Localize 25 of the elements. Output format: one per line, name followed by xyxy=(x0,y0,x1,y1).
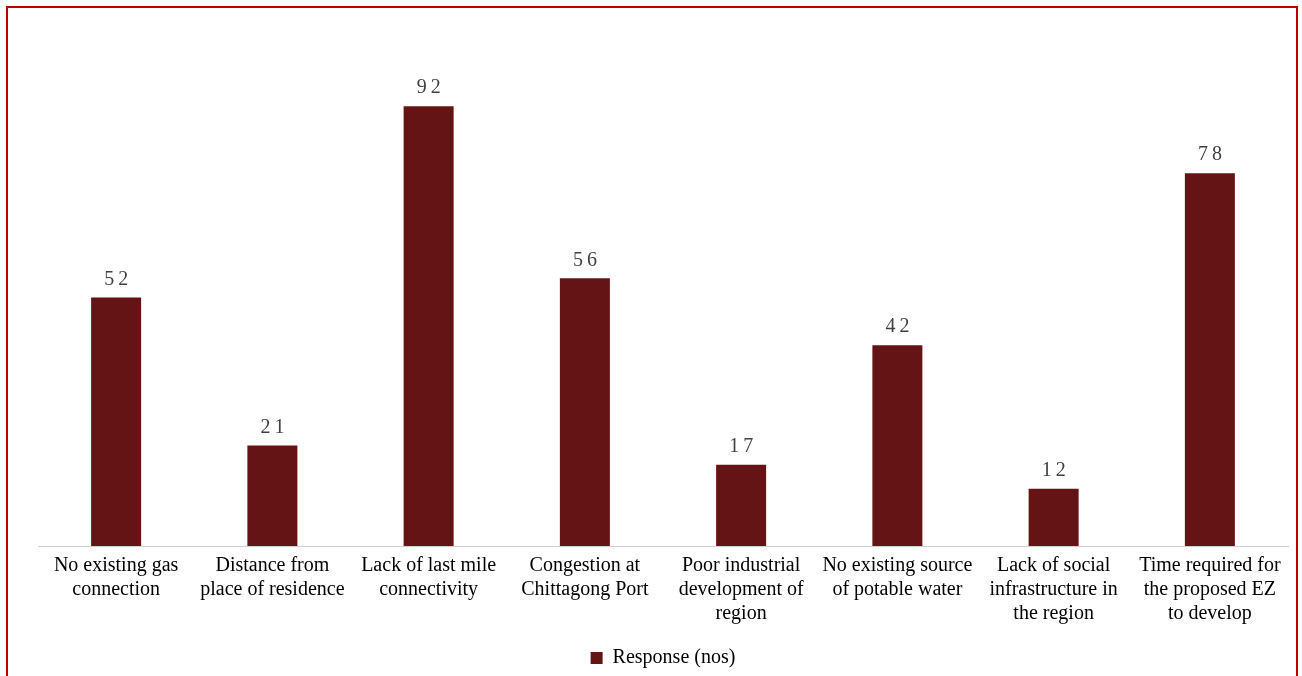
x-tick-label: No existing source of potable water xyxy=(822,553,973,601)
bar xyxy=(1184,173,1235,546)
x-tick-label: Lack of last mile connectivity xyxy=(361,553,497,601)
x-tick-label: Time required for the proposed EZ to develop xyxy=(1139,553,1281,625)
data-label: 21 xyxy=(260,414,289,437)
x-tick-label: Distance from place of residence xyxy=(200,553,345,601)
bar xyxy=(247,445,298,546)
data-label: 56 xyxy=(572,247,601,270)
data-label: 17 xyxy=(729,433,758,456)
x-tick-label: Poor industrial development of region xyxy=(678,553,804,625)
data-label: 42 xyxy=(885,314,914,337)
bar xyxy=(91,297,142,546)
x-tick-label: Lack of social infrastructure in the region xyxy=(989,553,1118,625)
data-label: 12 xyxy=(1041,457,1070,480)
data-label: 52 xyxy=(104,266,133,289)
data-label: 78 xyxy=(1197,142,1226,165)
x-tick-label: Congestion at Chittagong Port xyxy=(521,553,649,601)
legend-label: Response (nos) xyxy=(612,645,736,669)
bar xyxy=(872,345,923,546)
bar xyxy=(403,106,454,546)
data-label: 92 xyxy=(416,75,445,98)
bar xyxy=(559,278,610,546)
x-tick-label: No existing gas connection xyxy=(53,553,179,600)
bar xyxy=(1028,488,1079,546)
bar xyxy=(716,464,767,546)
